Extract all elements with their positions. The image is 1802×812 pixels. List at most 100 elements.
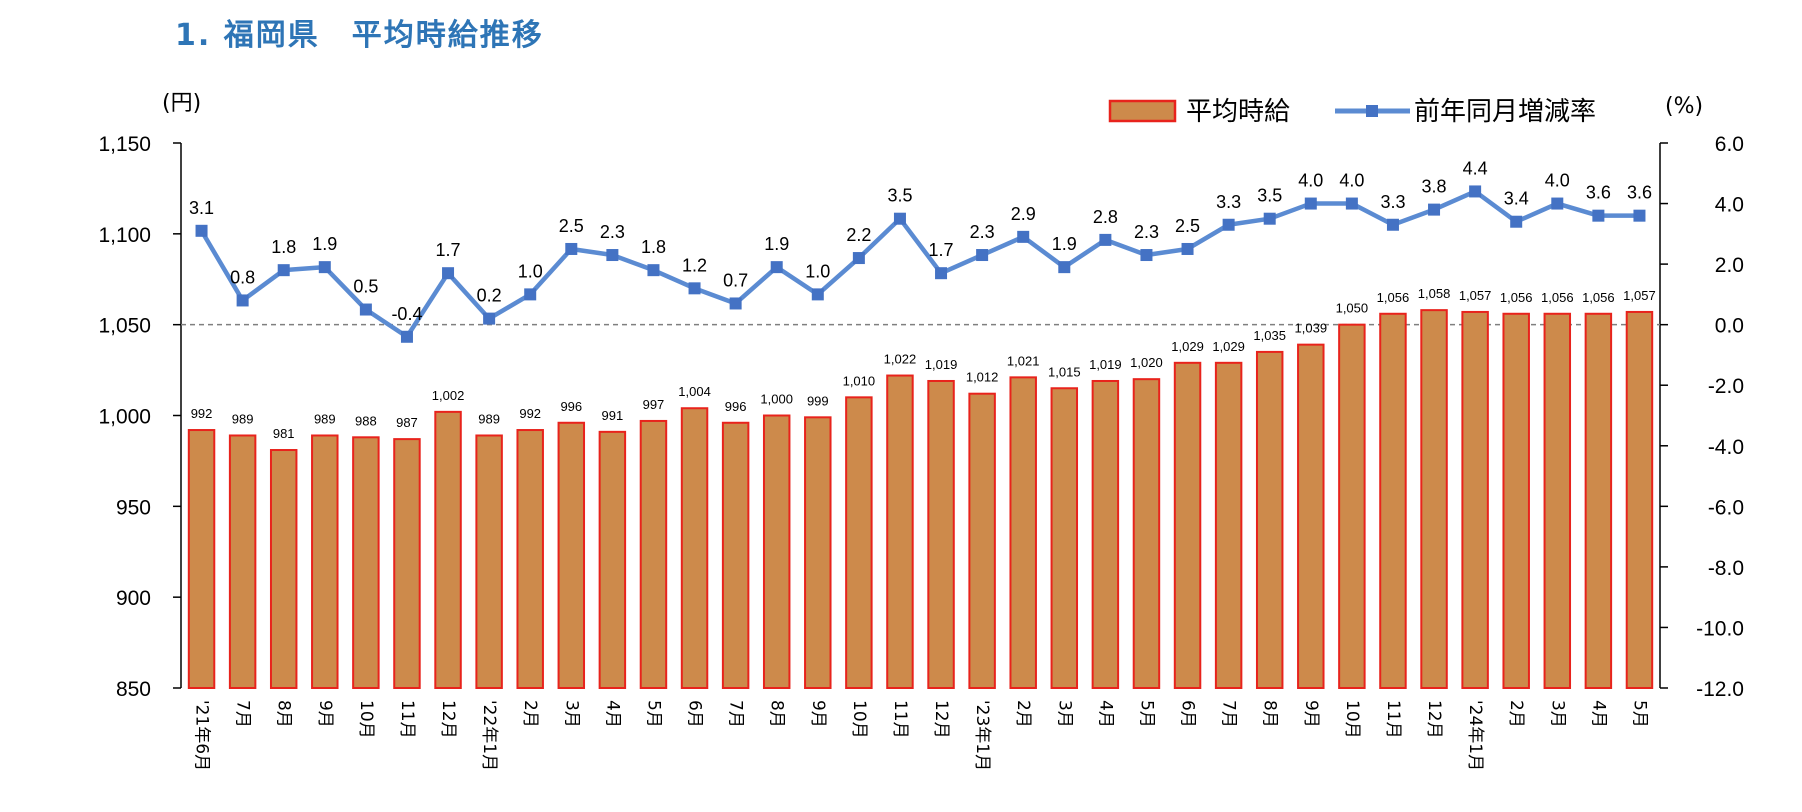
- line-value-label: 1.9: [764, 234, 789, 254]
- bar-value-label: 999: [807, 393, 829, 408]
- bar-value-label: 1,057: [1623, 288, 1656, 303]
- x-tick-label: 6月: [1178, 700, 1198, 728]
- right-tick-label: 2.0: [1715, 254, 1744, 277]
- x-tick-label: '21年6月: [192, 700, 212, 771]
- bar-value-label: 1,022: [884, 352, 917, 367]
- line-value-label: 3.3: [1380, 192, 1405, 212]
- left-tick-label: 950: [116, 496, 151, 519]
- legend-bar-swatch: [1108, 99, 1177, 123]
- line-value-label: 0.7: [723, 270, 748, 290]
- line-marker: [1592, 209, 1605, 222]
- x-tick-label: 5月: [1136, 700, 1156, 728]
- bar-value-label: 992: [519, 406, 541, 421]
- x-tick-label: 10月: [1342, 700, 1362, 739]
- page-title: 1. 福岡県 平均時給推移: [175, 18, 544, 53]
- bar-value-label: 997: [643, 397, 665, 412]
- line-value-label: 2.3: [1134, 222, 1159, 242]
- bar-value-label: 988: [355, 413, 377, 428]
- line-marker: [195, 224, 208, 237]
- bar: [1420, 309, 1448, 689]
- x-tick-label: 9月: [1301, 700, 1321, 728]
- line-marker: [1304, 197, 1317, 210]
- x-axis: '21年6月 7月 8月 9月 10月 11月 12月 '22年1月 2月 3月 4月 5月 6月 7月 8…: [192, 700, 1650, 771]
- line-value-label: 2.2: [846, 225, 871, 245]
- x-tick-label: 9月: [808, 700, 828, 728]
- x-tick-label: 8月: [1260, 700, 1280, 728]
- bar: [1379, 312, 1407, 689]
- bar: [1132, 378, 1161, 689]
- line-marker: [483, 312, 496, 325]
- bar: [1255, 350, 1284, 689]
- line-marker: [1222, 218, 1235, 231]
- bar: [1502, 312, 1530, 689]
- bar: [187, 429, 216, 689]
- x-tick-label: '22年1月: [479, 700, 499, 771]
- line-marker: [770, 261, 783, 274]
- bar: [352, 436, 380, 689]
- line-marker: [647, 264, 660, 277]
- line-value-label: 1.7: [929, 240, 954, 260]
- right-tick-label: 6.0: [1715, 133, 1744, 156]
- line-marker: [400, 330, 413, 343]
- bar-value-label: 1,056: [1582, 290, 1615, 305]
- bar: [1543, 312, 1572, 689]
- bar-value-label: 1,056: [1500, 290, 1533, 305]
- line-marker: [359, 303, 372, 316]
- line-path: [199, 189, 1640, 340]
- line-value-label: 1.2: [682, 255, 707, 275]
- line-marker: [277, 264, 290, 277]
- line-marker: [318, 261, 331, 274]
- line-value-label: 2.3: [970, 222, 995, 242]
- legend-line-marker: [1366, 105, 1378, 117]
- bar-value-label: 1,057: [1459, 288, 1492, 303]
- bar-value-label: 992: [191, 406, 213, 421]
- line-marker: [852, 252, 865, 265]
- bar-value-label: 991: [602, 408, 624, 423]
- line-value-label: 2.8: [1093, 207, 1118, 227]
- left-tick-label: 1,050: [98, 315, 151, 338]
- right-tick-label: -8.0: [1708, 557, 1744, 580]
- bar: [680, 407, 709, 689]
- bar-value-label: 1,019: [925, 357, 958, 372]
- bar-value-label: 1,035: [1253, 328, 1286, 343]
- line-marker: [688, 282, 701, 295]
- x-tick-label: 4月: [1588, 700, 1608, 728]
- line-value-label: 1.0: [518, 261, 543, 281]
- bar: [269, 449, 298, 689]
- line-marker: [1140, 249, 1153, 262]
- line-marker: [1099, 233, 1112, 246]
- x-tick-label: 11月: [397, 700, 417, 739]
- line-value-label: 1.9: [312, 234, 337, 254]
- right-tick-label: -6.0: [1708, 496, 1744, 519]
- bar-value-label: 989: [478, 411, 500, 426]
- line-marker: [1633, 209, 1646, 222]
- left-tick-label: 1,000: [98, 406, 151, 429]
- line-marker: [1181, 242, 1194, 255]
- x-tick-label: 7月: [233, 700, 253, 728]
- bar: [1338, 323, 1366, 689]
- bar: [1625, 310, 1654, 689]
- line-value-label: 4.0: [1298, 171, 1323, 191]
- x-tick-label: 10月: [849, 700, 869, 739]
- left-tick-label: 900: [116, 587, 151, 610]
- bar-value-label: 1,029: [1171, 339, 1204, 354]
- bar-value-label: 1,058: [1418, 286, 1451, 301]
- line-value-label: 3.8: [1422, 177, 1447, 197]
- bar: [1214, 361, 1243, 689]
- x-tick-label: 2月: [520, 700, 540, 728]
- bar: [598, 430, 627, 689]
- line-marker: [811, 288, 824, 301]
- line-marker: [1017, 230, 1030, 243]
- line-marker: [893, 212, 906, 225]
- bar: [557, 421, 586, 689]
- bar-value-label: 987: [396, 415, 418, 430]
- bar-value-label: 1,000: [760, 392, 793, 407]
- x-tick-label: '24年1月: [1465, 700, 1485, 771]
- bar-value-label: 1,039: [1295, 321, 1328, 336]
- right-tick-label: 0.0: [1715, 315, 1744, 338]
- bar: [434, 410, 462, 689]
- bar-value-label: 1,020: [1130, 355, 1163, 370]
- x-tick-label: 12月: [438, 700, 458, 739]
- right-tick-label: -10.0: [1696, 617, 1744, 640]
- line-marker: [1058, 261, 1071, 274]
